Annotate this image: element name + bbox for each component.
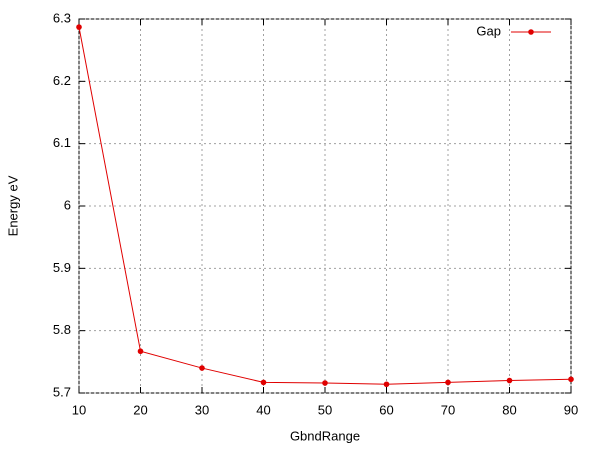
x-tick-label: 70	[441, 402, 455, 417]
y-axis-label: Energy eV	[5, 175, 20, 236]
legend-label: Gap	[476, 23, 501, 38]
data-point	[199, 365, 205, 371]
x-axis-label: GbndRange	[290, 428, 360, 443]
x-tick-label: 40	[256, 402, 270, 417]
y-tick-label: 5.9	[53, 260, 71, 275]
y-tick-label: 6	[64, 197, 71, 212]
data-point	[260, 379, 267, 386]
y-tick-label: 6.1	[53, 135, 71, 150]
y-tick-label: 5.8	[53, 322, 71, 337]
data-point	[568, 376, 574, 383]
x-tick-label: 30	[195, 402, 209, 417]
data-point	[445, 379, 451, 386]
legend-marker	[528, 29, 534, 35]
y-tick-label: 6.3	[53, 10, 71, 25]
data-point	[76, 24, 82, 30]
y-tick-label: 6.2	[53, 73, 71, 88]
x-tick-label: 10	[72, 402, 86, 417]
x-tick-label: 80	[502, 402, 516, 417]
x-tick-label: 20	[133, 402, 147, 417]
x-tick-label: 60	[379, 402, 393, 417]
data-point	[383, 381, 390, 388]
data-point	[137, 348, 144, 355]
data-point	[506, 377, 513, 384]
y-tick-label: 5.7	[53, 384, 71, 399]
data-point	[322, 380, 328, 386]
x-tick-label: 50	[318, 402, 332, 417]
x-tick-label: 90	[564, 402, 578, 417]
